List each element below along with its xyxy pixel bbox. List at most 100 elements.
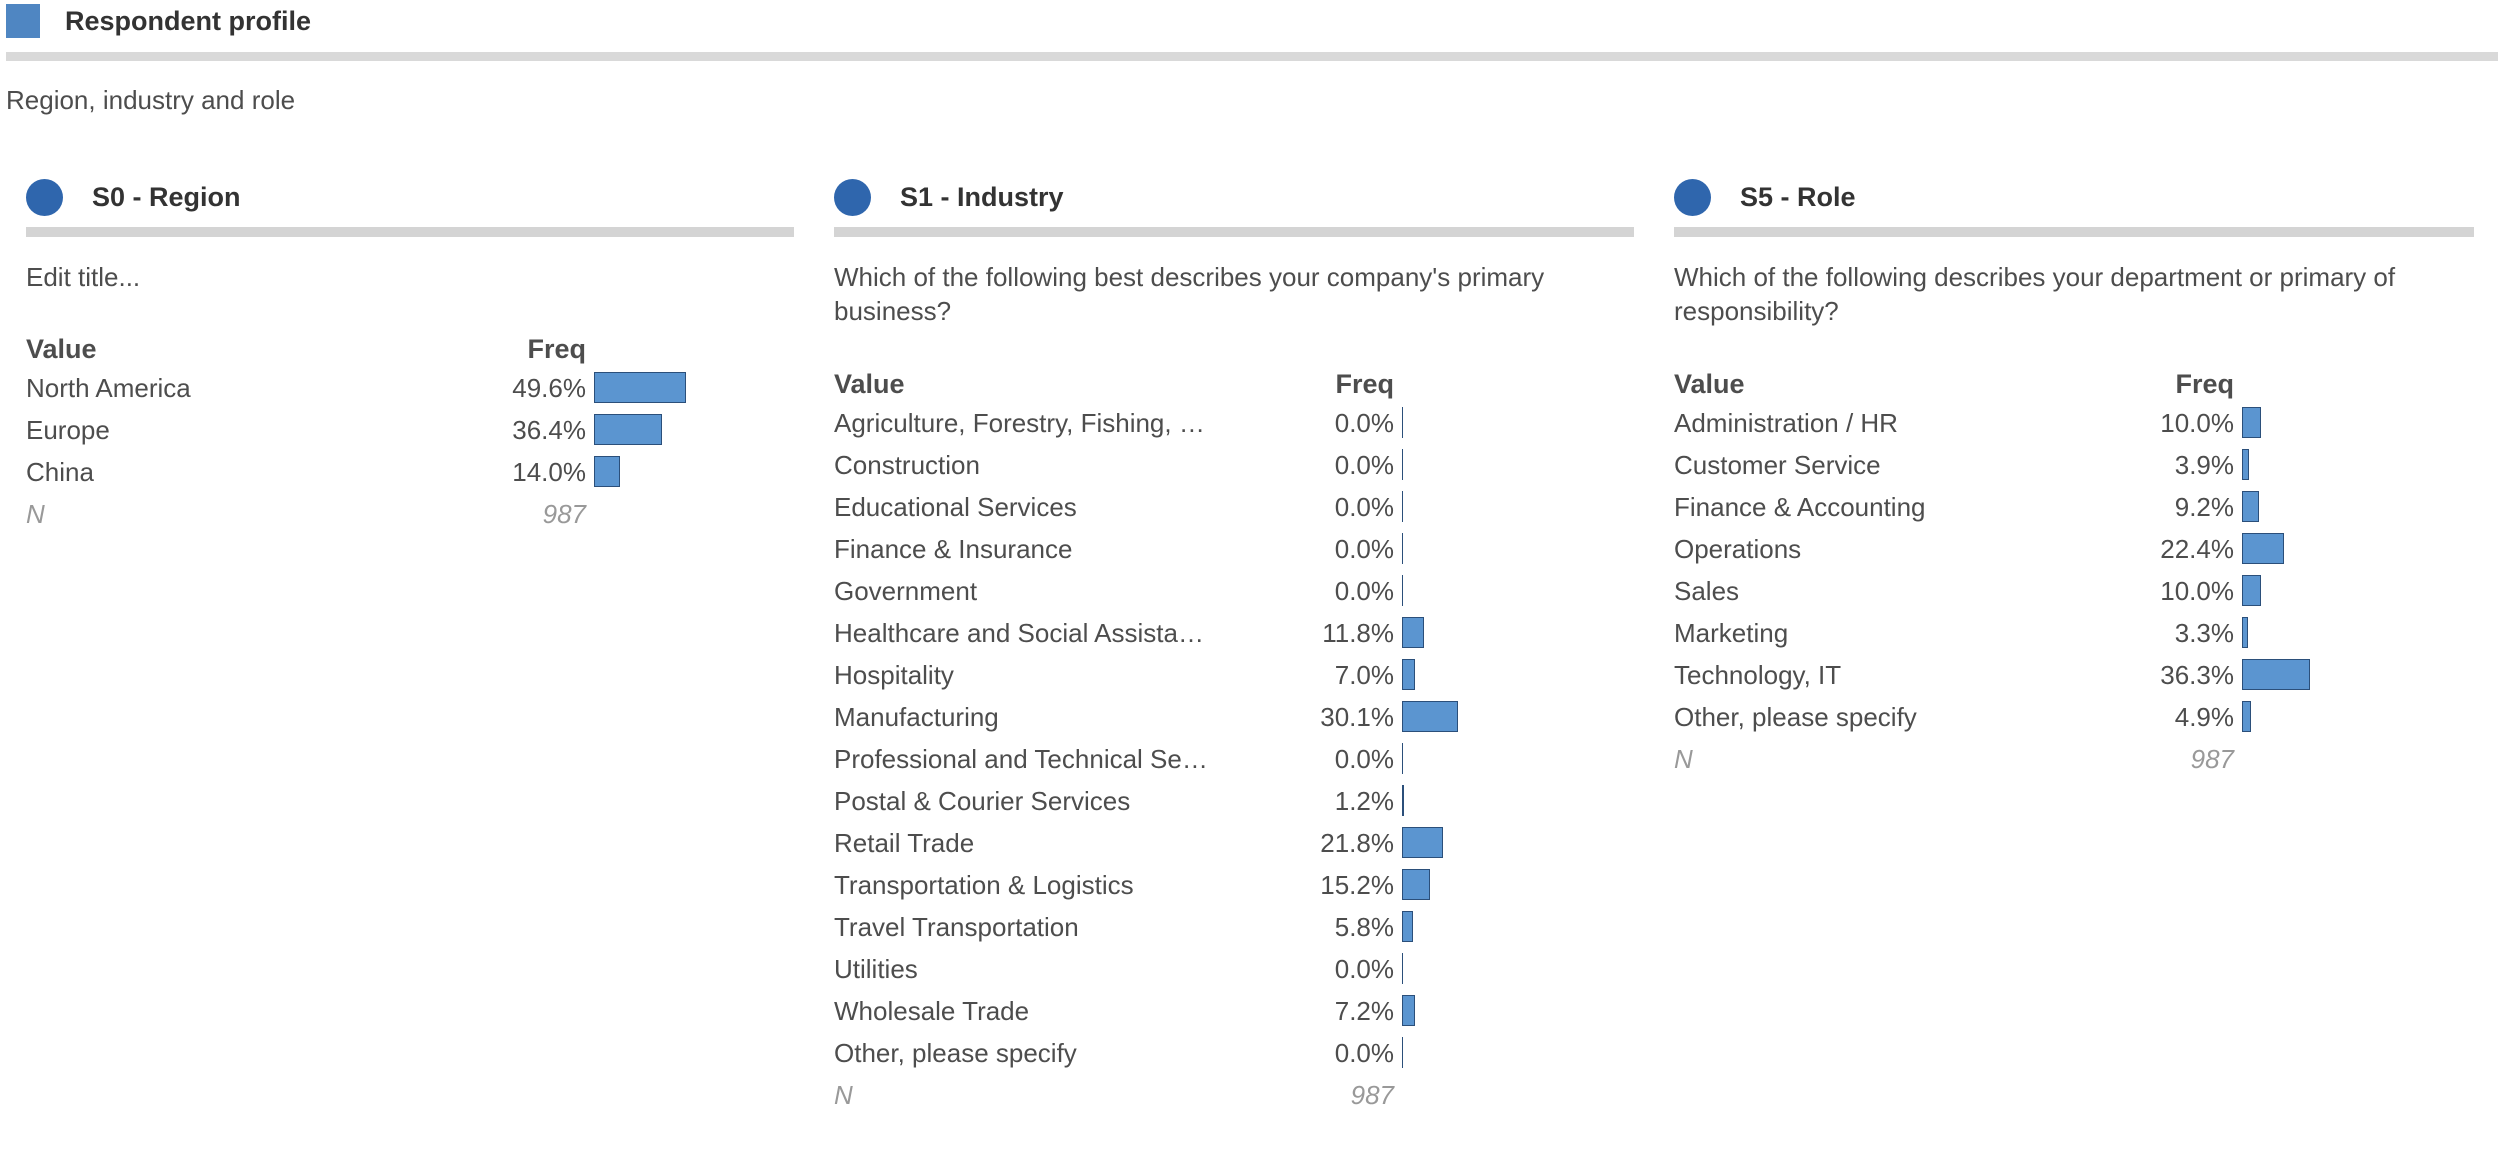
n-row: N 987: [1674, 738, 2474, 780]
panel-title: S0 - Region: [92, 182, 241, 212]
freq-bar: [1402, 449, 1404, 480]
row-freq: 10.0%: [2160, 408, 2234, 438]
table-row: Europe 36.4%: [26, 409, 794, 451]
freq-bar: [1402, 785, 1405, 816]
row-label: Other, please specify: [834, 1038, 1077, 1068]
freq-bar: [594, 372, 687, 403]
row-freq: 22.4%: [2160, 534, 2234, 564]
page-subtitle: Region, industry and role: [6, 85, 296, 115]
freq-bar: [2242, 407, 2261, 438]
freq-bar: [2242, 533, 2284, 564]
freq-bar: [594, 456, 621, 487]
row-label: Sales: [1674, 576, 1740, 606]
table-row: Other, please specify 4.9%: [1674, 696, 2474, 738]
freq-bar: [1402, 827, 1443, 858]
table-row: Hospitality 7.0%: [834, 654, 1634, 696]
page-title: Respondent profile: [65, 6, 312, 36]
table-row: Postal & Courier Services 1.2%: [834, 780, 1634, 822]
n-value: 987: [542, 499, 586, 529]
freq-bar: [1402, 953, 1404, 984]
n-label: N: [26, 499, 45, 529]
chart-panel: S0 - Region Edit title... Value Freq North A…: [26, 176, 794, 1156]
table-row: North America 49.6%: [26, 367, 794, 409]
n-label: N: [1674, 744, 1693, 774]
freq-bar: [2242, 491, 2260, 522]
panel-question[interactable]: Edit title...: [26, 262, 141, 292]
freq-bar: [1402, 701, 1458, 732]
table-row: Marketing 3.3%: [1674, 612, 2474, 654]
freq-bar: [1402, 995, 1416, 1026]
page-header: Respondent profile: [6, 0, 2498, 62]
freq-bar: [1402, 407, 1404, 438]
row-label: Travel Transportation: [834, 912, 1079, 942]
column-header-value: Value: [834, 369, 905, 399]
panel-dot-icon: [1674, 179, 1711, 216]
row-label: Marketing: [1674, 618, 1789, 648]
row-label: Construction: [834, 450, 980, 480]
table-row: Construction 0.0%: [834, 444, 1634, 486]
row-freq: 0.0%: [1334, 744, 1394, 774]
freq-bar: [1402, 533, 1404, 564]
row-label: Transportation & Logistics: [834, 870, 1134, 900]
row-freq: 0.0%: [1334, 954, 1394, 984]
chart-panel: S5 - Role Which of the following describe…: [1674, 176, 2474, 1156]
panel-title: S1 - Industry: [900, 182, 1064, 212]
table-row: Educational Services 0.0%: [834, 486, 1634, 528]
row-freq: 36.4%: [512, 415, 586, 445]
freq-bar: [1402, 617, 1424, 648]
table-row: Finance & Insurance 0.0%: [834, 528, 1634, 570]
row-freq: 15.2%: [1320, 870, 1394, 900]
row-freq: 0.0%: [1334, 408, 1394, 438]
freq-bar: [2242, 659, 2310, 690]
row-freq: 21.8%: [1320, 828, 1394, 858]
row-label: Finance & Insurance: [834, 534, 1073, 564]
row-label: Finance & Accounting: [1674, 492, 1926, 522]
panel-title: S5 - Role: [1740, 182, 1856, 212]
row-freq: 0.0%: [1334, 534, 1394, 564]
table-row: Administration / HR 10.0%: [1674, 402, 2474, 444]
n-label: N: [834, 1080, 853, 1110]
table-row: Transportation & Logistics 15.2%: [834, 864, 1634, 906]
row-label: Europe: [26, 415, 110, 445]
table-row: Finance & Accounting 9.2%: [1674, 486, 2474, 528]
row-label: North America: [26, 373, 191, 403]
freq-bar: [2242, 575, 2261, 606]
n-row: N 987: [26, 493, 794, 535]
row-label: Hospitality: [834, 660, 954, 690]
row-freq: 3.3%: [2174, 618, 2234, 648]
header-rule: [6, 52, 2498, 61]
panel-question: Which of the following best describes yo…: [834, 262, 1545, 326]
table-row: Customer Service 3.9%: [1674, 444, 2474, 486]
freq-bar: [2242, 701, 2252, 732]
n-value: 987: [2190, 744, 2234, 774]
table-row: China 14.0%: [26, 451, 794, 493]
row-freq: 10.0%: [2160, 576, 2234, 606]
panel-dot-icon: [26, 179, 63, 216]
freq-bar: [2242, 617, 2249, 648]
freq-bar: [1402, 869, 1431, 900]
panel-rule: [1674, 227, 2474, 237]
row-label: Administration / HR: [1674, 408, 1898, 438]
chart-panel: S1 - Industry Which of the following best…: [834, 176, 1634, 1156]
row-freq: 3.9%: [2174, 450, 2234, 480]
row-freq: 9.2%: [2174, 492, 2234, 522]
column-header-freq: Freq: [527, 334, 586, 364]
table-row: Travel Transportation 5.8%: [834, 906, 1634, 948]
freq-bar: [1402, 911, 1413, 942]
row-label: Professional and Technical Se…: [834, 744, 1208, 774]
row-label: Agriculture, Forestry, Fishing, …: [834, 408, 1205, 438]
row-label: Government: [834, 576, 978, 606]
row-label: Postal & Courier Services: [834, 786, 1131, 816]
freq-bar: [1402, 743, 1404, 774]
row-freq: 0.0%: [1334, 1038, 1394, 1068]
table-row: Wholesale Trade 7.2%: [834, 990, 1634, 1032]
table-row: Agriculture, Forestry, Fishing, … 0.0%: [834, 402, 1634, 444]
row-freq: 4.9%: [2174, 702, 2234, 732]
row-label: Wholesale Trade: [834, 996, 1030, 1026]
row-freq: 0.0%: [1334, 492, 1394, 522]
row-freq: 7.0%: [1334, 660, 1394, 690]
panel-dot-icon: [834, 179, 871, 216]
row-freq: 30.1%: [1320, 702, 1394, 732]
row-label: Customer Service: [1674, 450, 1881, 480]
table-row: Technology, IT 36.3%: [1674, 654, 2474, 696]
